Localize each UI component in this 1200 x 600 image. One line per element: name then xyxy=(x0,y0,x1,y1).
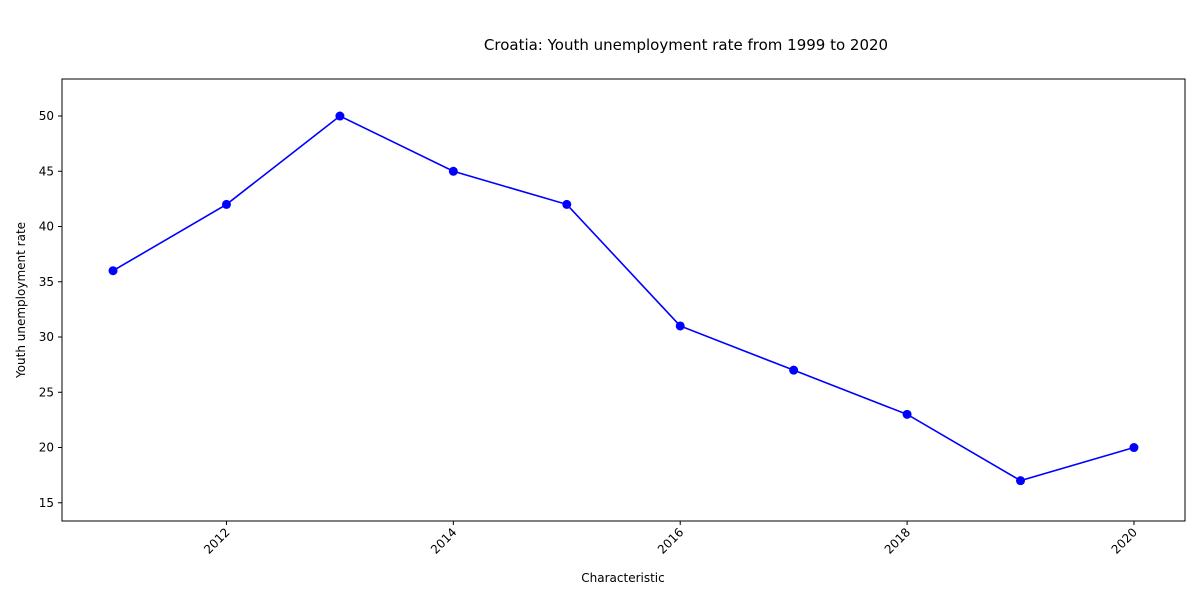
data-point xyxy=(1016,476,1026,486)
y-tick-label: 40 xyxy=(39,220,54,234)
data-point xyxy=(1129,443,1139,453)
y-tick-label: 35 xyxy=(39,275,54,289)
y-tick-label: 20 xyxy=(39,441,54,455)
data-point xyxy=(221,199,231,209)
y-tick-label: 50 xyxy=(39,109,54,123)
data-point xyxy=(902,409,912,419)
data-point xyxy=(335,111,345,121)
plot-area: 15 20 25 30 35 40 45 50 2012 2014 2016 2018 2020 xyxy=(39,78,1186,557)
x-axis-title: Characteristic xyxy=(581,571,664,585)
x-tick-label: 2016 xyxy=(655,525,686,556)
y-tick-label: 15 xyxy=(39,496,54,510)
plot-frame xyxy=(61,78,1186,522)
data-point xyxy=(562,199,572,209)
data-point xyxy=(789,365,799,375)
x-tick-label: 2012 xyxy=(201,525,232,556)
chart-title: Croatia: Youth unemployment rate from 19… xyxy=(484,36,888,54)
data-point xyxy=(675,321,685,331)
x-tick-label: 2014 xyxy=(428,525,459,556)
x-tick-label: 2020 xyxy=(1109,525,1140,556)
data-point xyxy=(448,166,458,176)
y-tick-label: 25 xyxy=(39,385,54,399)
data-point xyxy=(108,266,118,276)
series-line xyxy=(112,115,1135,482)
y-axis-title: Youth unemployment rate xyxy=(14,222,28,379)
y-tick-label: 30 xyxy=(39,330,54,344)
y-tick-label: 45 xyxy=(39,164,54,178)
x-tick-label: 2018 xyxy=(882,525,913,556)
